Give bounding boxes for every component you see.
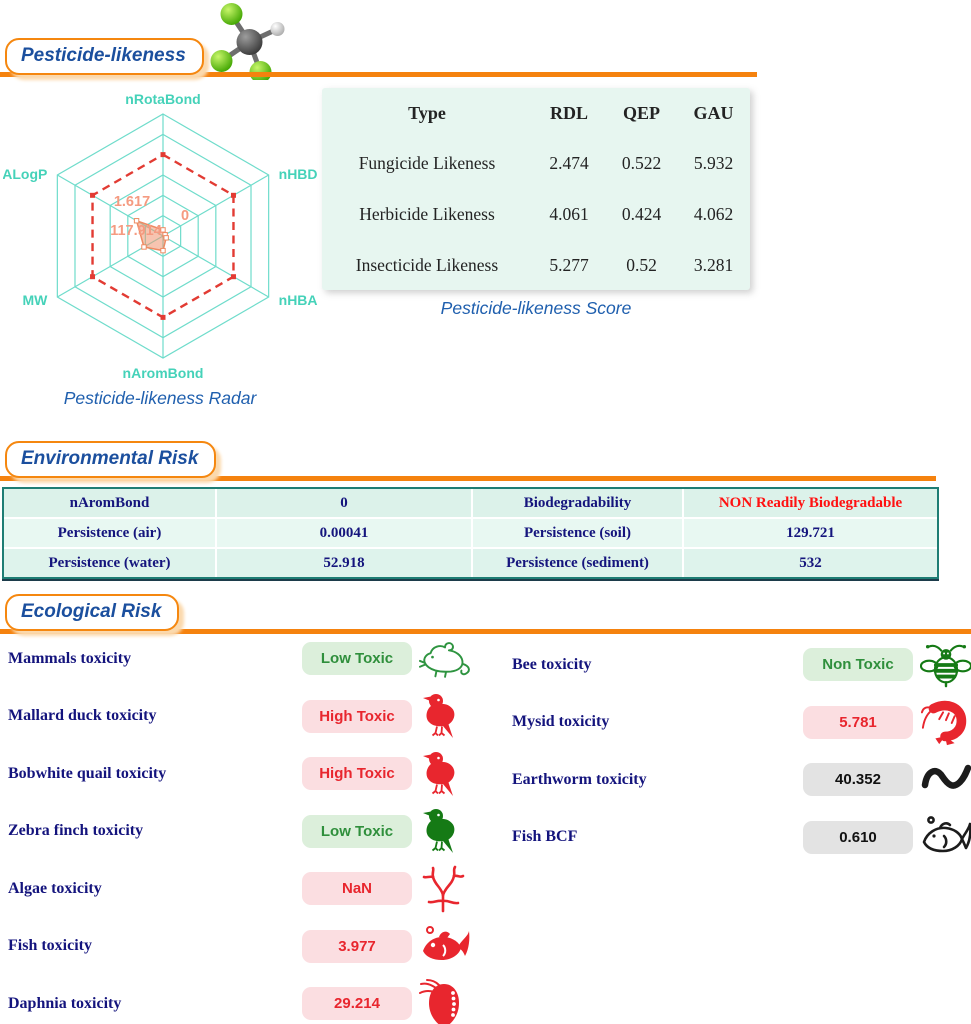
radar-value-label: 1.617 — [114, 194, 150, 210]
eco-row-label: Zebra finch toxicity — [8, 822, 144, 840]
section-title-pesticide-likeness: Pesticide-likeness — [5, 38, 204, 75]
eco-row-fish-bcf: Fish BCF 0.610 — [480, 809, 971, 867]
score-header-gau: GAU — [693, 102, 734, 123]
radar-axis-label: ALogP — [3, 166, 47, 182]
toxicity-badge: High Toxic — [302, 757, 412, 791]
eco-row-mysid: Mysid toxicity 5.781 — [480, 694, 971, 752]
score-header-rdl: RDL — [549, 102, 588, 123]
toxicity-badge: 40.352 — [803, 763, 913, 797]
score-cell: 3.281 — [693, 254, 734, 275]
env-value-biodegradability: NON Readily Biodegradable — [684, 489, 937, 519]
eco-row-daphnia: Daphnia toxicity 29.214 — [0, 975, 480, 1024]
eco-row-label: Fish toxicity — [8, 937, 92, 955]
env-value: 0 — [217, 489, 473, 519]
finch-bird-icon — [412, 806, 480, 856]
env-label: Persistence (air) — [4, 519, 217, 549]
score-cell: Herbicide Likeness — [359, 204, 495, 224]
env-value: 532 — [684, 549, 937, 577]
score-cell: 0.52 — [626, 254, 657, 275]
daphnia-icon — [412, 978, 480, 1024]
section-divider — [0, 629, 971, 634]
eco-row-label: Mallard duck toxicity — [8, 707, 157, 725]
environmental-risk-table: nAromBond 0 Biodegradability NON Readily… — [2, 487, 939, 579]
radar-axis-label: nRotaBond — [125, 91, 200, 107]
section-title-text: Environmental Risk — [21, 448, 199, 469]
pesticide-score-table: Type RDL QEP GAU Fungicide Likeness 2.47… — [322, 88, 750, 290]
ecological-left-column: Mammals toxicity Low Toxic Mallard duck … — [0, 630, 480, 1024]
quail-bird-icon — [412, 749, 480, 799]
radar-axis-label: nHBD — [279, 166, 318, 182]
score-cell: Insecticide Likeness — [355, 254, 499, 275]
env-label: Persistence (soil) — [473, 519, 684, 549]
score-header-type: Type — [408, 102, 446, 123]
eco-row-label: Mysid toxicity — [512, 713, 610, 731]
score-cell: 0.424 — [621, 204, 662, 224]
ball-and-stick-molecule — [196, 2, 301, 85]
worm-icon — [913, 761, 971, 799]
toxicity-badge: Low Toxic — [302, 642, 412, 676]
score-cell: 2.474 — [549, 153, 589, 173]
eco-row-mallard-duck: Mallard duck toxicity High Toxic — [0, 688, 480, 746]
eco-row-fish-toxicity: Fish toxicity 3.977 — [0, 918, 480, 976]
fish-icon — [412, 923, 480, 969]
score-caption: Pesticide-likeness Score — [440, 298, 632, 318]
eco-row-label: Daphnia toxicity — [8, 994, 122, 1012]
eco-row-earthworm: Earthworm toxicity 40.352 — [480, 751, 971, 809]
radar-caption: Pesticide-likeness Radar — [63, 388, 257, 408]
eco-row-bee: Bee toxicity Non Toxic — [480, 636, 971, 694]
toxicity-badge: Low Toxic — [302, 814, 412, 848]
env-label: Persistence (sediment) — [473, 549, 684, 577]
section-title-environmental-risk: Environmental Risk — [5, 441, 217, 478]
toxicity-badge: 29.214 — [302, 987, 412, 1021]
env-value: 52.918 — [217, 549, 473, 577]
eco-row-label: Bee toxicity — [512, 655, 592, 673]
toxicity-badge: 0.610 — [803, 820, 913, 854]
score-header-qep: QEP — [622, 102, 660, 123]
score-cell: 0.522 — [621, 153, 662, 173]
eco-row-label: Bobwhite quail toxicity — [8, 764, 167, 782]
env-label: Biodegradability — [473, 489, 684, 519]
radar-axis-label: nAromBond — [123, 365, 204, 381]
section-title-text: Pesticide-likeness — [21, 45, 186, 66]
section-title-text: Ecological Risk — [21, 601, 162, 622]
algae-icon — [412, 865, 480, 913]
fish-outline-icon — [913, 814, 971, 860]
bee-icon — [913, 642, 971, 688]
eco-row-label: Earthworm toxicity — [512, 770, 647, 788]
eco-row-zebra-finch: Zebra finch toxicity Low Toxic — [0, 803, 480, 861]
radar-value-label: 117.914 — [110, 223, 162, 239]
mouse-icon — [412, 638, 480, 680]
pesticide-radar-chart: nRotaBond nHBD nHBA nAromBond MW ALogP 1.617 0 1… — [3, 91, 318, 381]
eco-row-bobwhite-quail: Bobwhite quail toxicity High Toxic — [0, 745, 480, 803]
score-cell: Fungicide Likeness — [358, 153, 496, 173]
mallard-bird-icon — [412, 691, 480, 741]
eco-row-label: Algae toxicity — [8, 879, 102, 897]
toxicity-badge: High Toxic — [302, 699, 412, 733]
radar-value-label: 0 — [181, 208, 189, 224]
toxicity-badge: NaN — [302, 872, 412, 906]
ecological-right-column: Bee toxicity Non Toxic Mysid toxicity 5.… — [480, 636, 971, 866]
score-cell: 5.277 — [549, 254, 589, 275]
eco-row-label: Mammals toxicity — [8, 649, 132, 667]
env-value: 129.721 — [684, 519, 937, 549]
env-label: Persistence (water) — [4, 549, 217, 577]
eco-row-mammals: Mammals toxicity Low Toxic — [0, 630, 480, 688]
toxicity-badge: 3.977 — [302, 929, 412, 963]
section-divider — [0, 476, 936, 481]
score-cell: 4.062 — [693, 204, 734, 224]
section-divider — [0, 72, 757, 77]
env-value: 0.00041 — [217, 519, 473, 549]
toxicity-badge: Non Toxic — [803, 648, 913, 682]
radar-axis-label: MW — [22, 292, 48, 308]
radar-axis-label: nHBA — [279, 292, 318, 308]
toxicity-badge: 5.781 — [803, 705, 913, 739]
score-cell: 5.932 — [693, 153, 734, 173]
shrimp-icon — [913, 697, 971, 747]
eco-row-algae: Algae toxicity NaN — [0, 860, 480, 918]
env-label: nAromBond — [4, 489, 217, 519]
score-cell: 4.061 — [549, 204, 589, 224]
section-title-ecological-risk: Ecological Risk — [5, 594, 180, 631]
eco-row-label: Fish BCF — [512, 828, 578, 846]
